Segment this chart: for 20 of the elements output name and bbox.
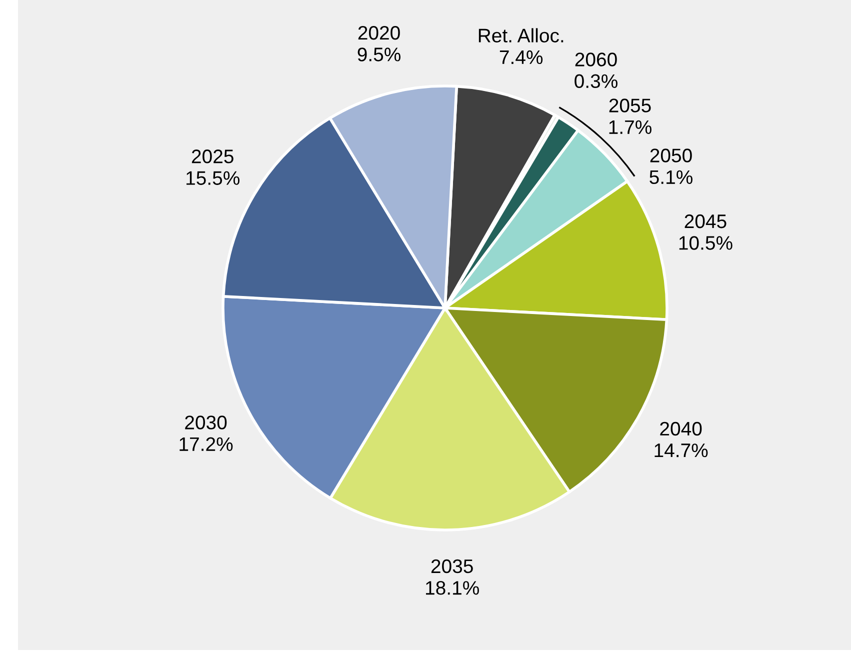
slice-label: 2035 (431, 559, 473, 574)
slice-label: 2050 (650, 148, 692, 162)
data-label: 17.2% (180, 437, 233, 451)
slice-label: 2055 (609, 98, 651, 112)
slice-label: 2020 (358, 26, 400, 40)
slice-label: Ret. Alloc. (478, 28, 564, 42)
slice-label: 2030 (185, 416, 227, 430)
data-label: 10.5% (679, 236, 732, 250)
data-label: 18.1% (426, 581, 479, 595)
slice-label: 2040 (660, 422, 702, 436)
data-label: 14.7% (654, 444, 708, 458)
slice-label: 2060 (575, 52, 617, 66)
data-label: 5.1% (650, 170, 692, 184)
data-label: 15.5% (186, 171, 240, 185)
data-label: 1.7% (609, 120, 652, 134)
data-label: 7.4% (500, 50, 543, 64)
data-label: 0.3% (574, 74, 618, 88)
slice-label: 2045 (684, 214, 726, 228)
slice-label: 2025 (192, 150, 234, 164)
data-label: 9.5% (358, 48, 400, 62)
